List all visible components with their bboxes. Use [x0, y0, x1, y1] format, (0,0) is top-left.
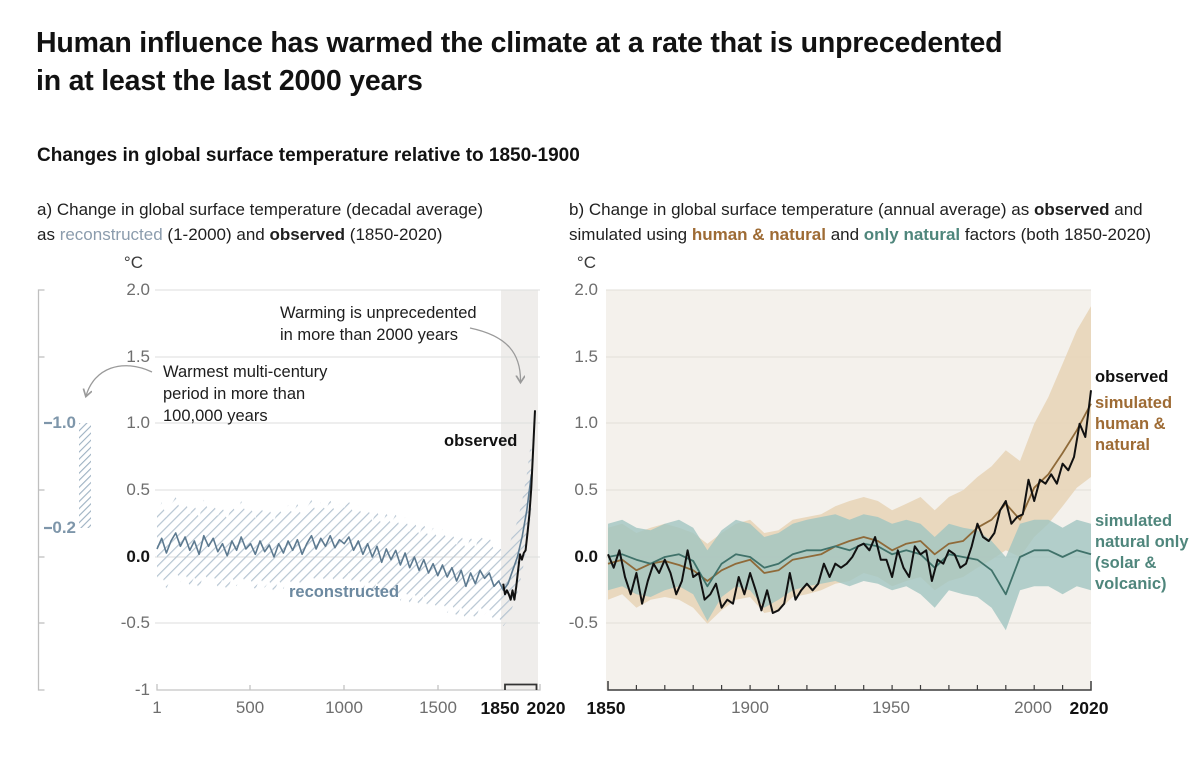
- panel-a-xtick-2020: 2020: [526, 698, 566, 718]
- caption-b-sim-mid: and: [825, 225, 864, 244]
- annotation-warming-line2: in more than 2000 years: [280, 326, 458, 344]
- panel-a-caption-line1: a) Change in global surface temperature …: [37, 200, 484, 219]
- panel-a-gridlines: [155, 289, 540, 624]
- legend-nat-line3: (solar &: [1095, 554, 1157, 572]
- human-natural-line: [607, 403, 1092, 582]
- caption-a-pre: as: [37, 225, 60, 244]
- reference-bar-label-ticks: [44, 421, 52, 530]
- panel-a-x-ticks: [249, 685, 439, 690]
- panel-b-caption: b) Change in global surface temperature …: [569, 197, 1189, 247]
- annotation-warmest-line2: period in more than: [163, 385, 306, 403]
- panel-a-ytick--1: -1: [134, 680, 150, 699]
- panel-a-ytick-0.5: 0.5: [126, 480, 150, 499]
- caption-b-human-natural-word: human & natural: [691, 225, 826, 244]
- panel-b-x-axis: [607, 681, 1092, 691]
- caption-b-sim-post: factors (both 1850-2020): [960, 225, 1152, 244]
- annotation-warming-line1: Warming is unprecedented: [280, 304, 477, 322]
- panel-a-ytick-0.0: 0.0: [126, 547, 150, 566]
- panel-b-ytick-2.0: 2.0: [574, 280, 598, 299]
- panel-b-xtick-2020: 2020: [1069, 698, 1109, 718]
- legend-hn-line2: human &: [1095, 415, 1166, 433]
- panel-b-unit-celsius: °C: [576, 253, 596, 272]
- panel-b-xtick-2000: 2000: [1014, 698, 1052, 717]
- panel-b-ytick-1.5: 1.5: [574, 347, 598, 366]
- legend-nat-line1: simulated: [1095, 512, 1173, 530]
- panel-a-observed-label: observed: [444, 432, 518, 450]
- caption-a-observed-word: observed: [269, 225, 346, 244]
- caption-a-mid: (1-2000) and: [162, 225, 270, 244]
- caption-b-sim-pre: simulated using: [569, 225, 692, 244]
- legend-hn-line3: natural: [1095, 436, 1151, 454]
- panel-a-ytick-1.0: 1.0: [126, 413, 150, 432]
- observed-line-panel-a: [502, 410, 536, 601]
- panel-a-xtick-1: 1: [152, 698, 162, 717]
- panel-b-xtick-1950: 1950: [872, 698, 910, 717]
- panel-a-xtick-1000: 1000: [325, 698, 363, 717]
- annotation-warmest-line3: 100,000 years: [163, 407, 268, 425]
- panel-a-ytick-1.5: 1.5: [126, 347, 150, 366]
- caption-b-and: and: [1109, 200, 1143, 219]
- caption-b-pre: b) Change in global surface temperature …: [569, 200, 1034, 219]
- caption-a-post: (1850-2020): [345, 225, 443, 244]
- panel-b-x-ticks: [635, 685, 1064, 690]
- panel-b-xtick-1900: 1900: [731, 698, 769, 717]
- panel-b-ytick-0.0: 0.0: [574, 547, 598, 566]
- caption-b-only-natural-word: only natural: [863, 225, 961, 244]
- legend-hn-line1: simulated: [1095, 394, 1173, 412]
- panel-a-reconstructed-label: reconstructed: [289, 583, 400, 601]
- caption-b-observed-word: observed: [1033, 200, 1110, 219]
- panel-b-ytick-1.0: 1.0: [574, 413, 598, 432]
- legend-nat-line4: volcanic): [1095, 575, 1167, 593]
- reference-ruler-ticks: [38, 356, 45, 624]
- reconstructed-uncertainty-band: [157, 438, 532, 627]
- arrow-to-observed-spike: [469, 327, 521, 382]
- legend-nat-line2: natural only: [1095, 533, 1189, 551]
- panel-b-xtick-1850: 1850: [586, 698, 626, 718]
- panel-a-ytick-2.0: 2.0: [126, 280, 150, 299]
- panel-a-xtick-1850: 1850: [480, 698, 520, 718]
- legend-observed: observed: [1095, 368, 1169, 386]
- panel-a-caption: a) Change in global surface temperature …: [37, 197, 557, 247]
- legend-natural-only: simulated natural only (solar & volcanic…: [1095, 511, 1189, 595]
- panel-a-x-axis: [156, 684, 541, 691]
- arrow-to-reference-bar: [86, 365, 153, 396]
- observed-line-panel-b: [607, 390, 1092, 614]
- title-line-2: in at least the last 2000 years: [36, 65, 423, 97]
- reference-bar-label-1.0: 1.0: [52, 413, 76, 432]
- panel-a-xtick-500: 500: [235, 698, 265, 717]
- panel-a-ytick--0.5: -0.5: [120, 613, 150, 632]
- reconstructed-line: [156, 474, 533, 592]
- annotation-warmest-line1: Warmest multi-century: [163, 363, 328, 381]
- bracket-1850-2020: [504, 683, 538, 690]
- title-line-1: Human influence has warmed the climate a…: [36, 27, 1003, 59]
- annotation-warming-unprecedented: Warming is unprecedented in more than 20…: [280, 302, 477, 346]
- annotation-warmest-period: Warmest multi-century period in more tha…: [163, 361, 327, 427]
- panel-a-unit-celsius: °C: [123, 253, 143, 272]
- caption-a-reconstructed-word: reconstructed: [59, 225, 163, 244]
- legend-human-natural: simulated human & natural: [1095, 393, 1172, 456]
- panel-b-ytick--0.5: -0.5: [568, 613, 598, 632]
- reference-bar-label-0.2: 0.2: [52, 518, 76, 537]
- natural-only-uncertainty-band: [608, 514, 1091, 631]
- figure-subtitle: Changes in global surface temperature re…: [37, 145, 580, 166]
- warmest-period-reference-bar: [79, 423, 91, 528]
- panel-b-ytick-0.5: 0.5: [574, 480, 598, 499]
- panel-a-xtick-1500: 1500: [419, 698, 457, 717]
- page-title: Human influence has warmed the climate a…: [36, 24, 1186, 100]
